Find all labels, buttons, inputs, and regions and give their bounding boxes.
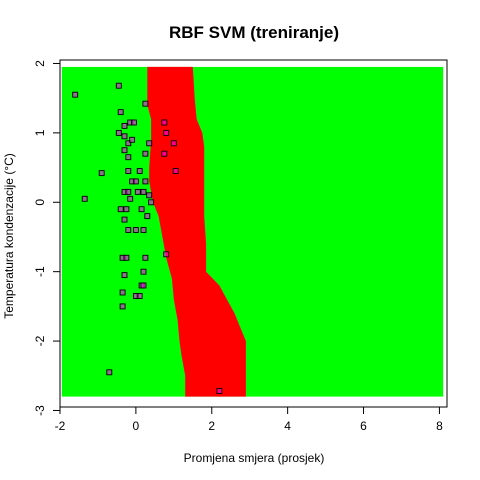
chart-title: RBF SVM (treniranje) [169, 23, 339, 42]
training-points [72, 82, 223, 394]
x-axis-label: Promjena smjera (prosjek) [184, 451, 325, 465]
data-point [98, 170, 105, 177]
data-point [140, 282, 147, 289]
data-point [132, 227, 139, 233]
y-tick-label: -3 [33, 405, 47, 416]
data-point [123, 254, 130, 261]
data-point [142, 254, 149, 261]
data-point [125, 154, 132, 161]
data-point [115, 82, 122, 89]
data-point [125, 188, 132, 195]
data-point [121, 272, 128, 279]
data-point [140, 268, 147, 275]
data-point [136, 293, 143, 299]
x-axis: -2 0 2 4 6 8 [55, 406, 443, 433]
data-point [161, 150, 168, 157]
data-point [134, 188, 141, 195]
data-point [117, 109, 124, 116]
data-point [138, 206, 145, 213]
data-point [216, 388, 223, 394]
data-point [144, 213, 151, 220]
y-tick-label: 1 [33, 129, 47, 136]
data-point [121, 133, 128, 140]
x-tick-label: 0 [133, 419, 140, 433]
data-point [121, 122, 128, 129]
y-axis-label: Temperatura kondenzacije (°C) [2, 153, 16, 319]
y-axis: -3 -2 -1 0 1 2 [33, 60, 61, 416]
data-point [81, 195, 88, 202]
y-tick-label: -2 [33, 335, 47, 346]
y-tick-label: 2 [33, 60, 47, 67]
data-point [142, 100, 149, 107]
data-point [146, 140, 153, 147]
y-tick-label: -1 [33, 266, 47, 277]
data-point [142, 150, 149, 157]
data-point [117, 206, 124, 213]
data-point [148, 199, 155, 206]
data-point [119, 289, 126, 296]
decision-regions [61, 66, 444, 397]
data-point [140, 227, 147, 233]
x-tick-label: -2 [55, 419, 66, 433]
x-tick-label: 6 [360, 419, 367, 433]
y-tick-label: 0 [33, 199, 47, 206]
x-tick-label: 8 [436, 419, 443, 433]
data-point [72, 91, 79, 98]
data-point [142, 178, 149, 185]
data-point [172, 168, 179, 174]
data-point [115, 129, 122, 136]
data-point [127, 195, 134, 202]
data-point [146, 192, 153, 199]
data-point [106, 369, 113, 376]
data-point [125, 168, 132, 174]
data-point [163, 251, 170, 258]
data-point [136, 168, 143, 174]
data-point [119, 303, 126, 310]
data-point [123, 206, 130, 213]
data-point [163, 129, 170, 136]
data-point [132, 178, 139, 185]
data-point [121, 216, 128, 223]
data-point [170, 140, 177, 147]
data-point [129, 136, 136, 143]
data-point [161, 119, 168, 126]
data-point [140, 188, 147, 195]
x-tick-label: 2 [208, 419, 215, 433]
data-point [131, 119, 137, 126]
data-point [125, 227, 132, 233]
class-region-red [147, 66, 246, 397]
class-region-green [61, 66, 444, 397]
data-point [121, 147, 128, 154]
data-point [125, 140, 132, 147]
x-tick-label: 4 [284, 419, 291, 433]
